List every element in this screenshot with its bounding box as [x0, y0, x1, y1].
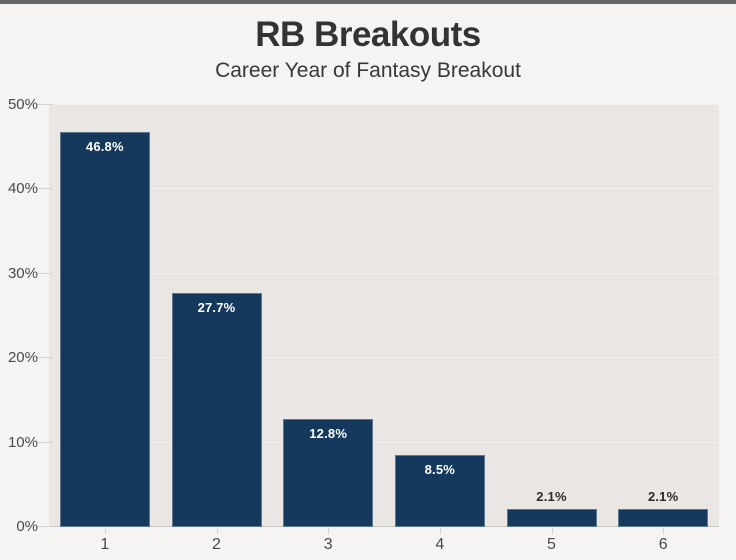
top-accent-bar — [0, 0, 736, 4]
x-axis-tick-label: 1 — [100, 536, 110, 553]
bar — [283, 418, 374, 527]
bar-value-label: 12.8% — [309, 425, 348, 441]
bar-value-label: 27.7% — [197, 300, 236, 316]
x-axis-tick-label: 6 — [658, 536, 668, 553]
bar-value-label: 8.5% — [424, 462, 456, 478]
x-axis-tick-label: 5 — [547, 536, 556, 553]
y-axis-tick-label: 0% — [16, 518, 38, 535]
x-tick — [216, 528, 218, 534]
y-axis-tick-label: 20% — [7, 349, 38, 367]
y-axis-tick-label: 40% — [7, 180, 38, 198]
bar — [618, 509, 709, 527]
y-axis-tick-label: 50% — [7, 96, 38, 113]
bar-value-label: 2.1% — [536, 489, 567, 505]
y-axis-tick-label: 10% — [7, 433, 38, 451]
x-tick — [551, 528, 553, 534]
x-axis-tick-label: 2 — [212, 536, 221, 553]
x-axis-tick-label: 3 — [323, 536, 333, 553]
bar — [171, 293, 262, 527]
bar — [394, 455, 485, 527]
x-tick — [663, 528, 665, 534]
chart-subtitle: Career Year of Fantasy Breakout — [215, 59, 521, 82]
chart-title: RB Breakouts — [255, 15, 481, 54]
x-axis-tick-label: 4 — [435, 536, 445, 553]
bar — [506, 509, 597, 527]
plot-area — [49, 105, 719, 527]
y-axis-tick-label: 30% — [7, 264, 38, 282]
bar — [59, 132, 150, 527]
x-tick — [104, 528, 106, 534]
x-tick — [439, 528, 441, 534]
x-tick — [328, 528, 330, 534]
bar-value-label: 2.1% — [647, 489, 679, 505]
bar-value-label: 46.8% — [85, 139, 124, 154]
